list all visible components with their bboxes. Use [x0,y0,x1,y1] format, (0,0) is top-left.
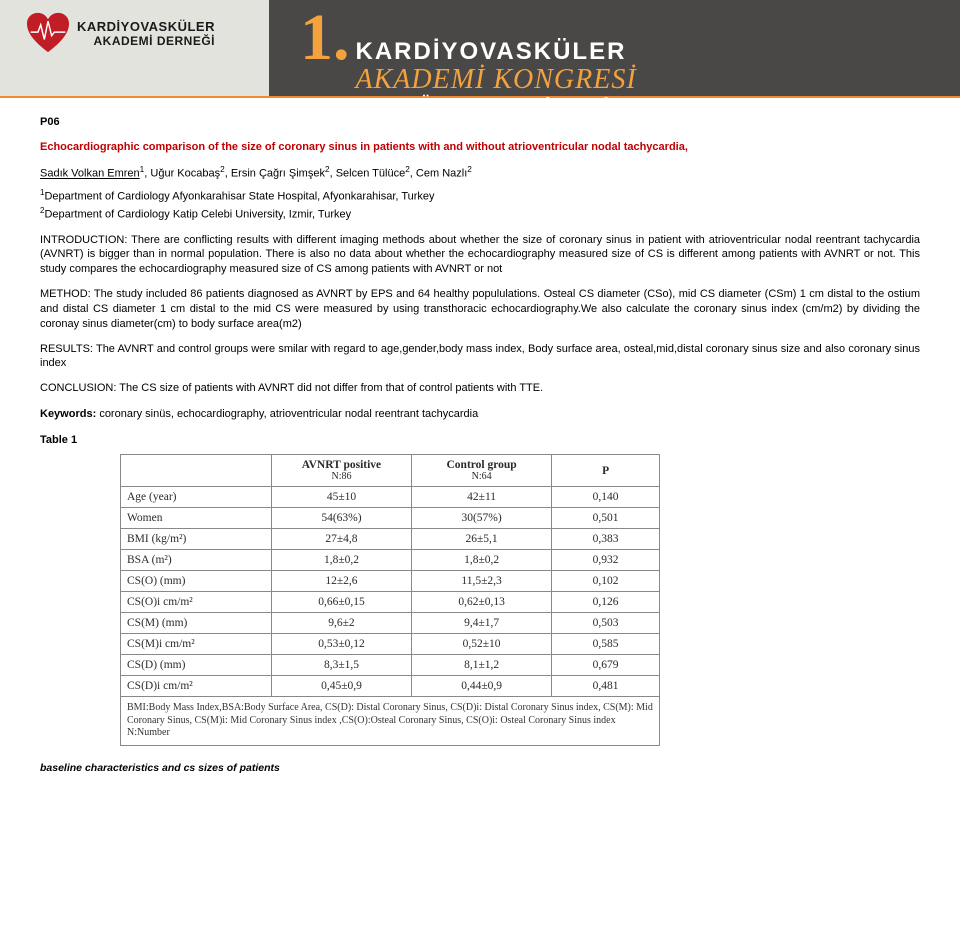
keywords-text: coronary sinüs, echocardiography, atriov… [99,408,478,420]
author-list: Sadık Volkan Emren1, Uğur Kocabaş2, Ersi… [40,165,920,180]
table-row: CS(O) (mm)12±2,611,5±2,30,102 [121,571,660,592]
table-caption: baseline characteristics and cs sizes of… [40,762,920,774]
congress-name-1: KARDİYOVASKÜLER [356,38,637,66]
section-introduction: INTRODUCTION: There are conflicting resu… [40,233,920,278]
intro-text: There are conflicting results with diffe… [40,234,920,276]
col-control-n: N:64 [418,471,545,482]
congress-title-block: 1. KARDİYOVASKÜLER AKADEMİ KONGRESİ 09-1… [300,8,691,117]
table-row: CS(D) (mm)8,3±1,58,1±1,20,679 [121,655,660,676]
table-row: CS(M)i cm/m²0,53±0,120,52±100,585 [121,634,660,655]
section-conclusion: CONCLUSION: The CS size of patients with… [40,381,920,396]
society-name: KARDİYOVASKÜLER AKADEMİ DERNEĞİ [77,20,215,47]
method-label: METHOD: [40,288,91,300]
congress-dates-venue: 09-13 EYLÜL 2015 Acapulco Otel / KIBRIS [328,94,691,117]
logo-line-1: KARDİYOVASKÜLER [77,20,215,33]
table-row: Age (year)45±1042±110,140 [121,487,660,508]
paper-content: P06 Echocardiographic comparison of the … [0,98,960,794]
keywords-line: Keywords: coronary sinüs, echocardiograp… [40,408,920,420]
table-row: CS(D)i cm/m²0,45±0,90,44±0,90,481 [121,676,660,697]
affiliation: 2Department of Cardiology Katip Celebi U… [40,206,920,223]
col-avnrt: AVNRT positive [278,459,405,471]
table-row: BSA (m²)1,8±0,21,8±0,20,932 [121,550,660,571]
col-control: Control group [418,459,545,471]
table-row: Women54(63%)30(57%)0,501 [121,508,660,529]
conclusion-text: The CS size of patients with AVNRT did n… [119,382,543,394]
results-text: The AVNRT and control groups were smilar… [40,343,920,370]
table-footnote: BMI:Body Mass Index,BSA:Body Surface Are… [121,697,660,746]
author: Ersin Çağrı Şimşek [231,168,325,180]
author: Uğur Kocabaş [150,168,220,180]
paper-id: P06 [40,116,920,128]
author: Selcen Tülüce [336,168,406,180]
keywords-label: Keywords: [40,408,96,420]
section-method: METHOD: The study included 86 patients d… [40,287,920,332]
table-header-row: AVNRT positive N:86 Control group N:64 P [121,455,660,487]
conclusion-label: CONCLUSION: [40,382,116,394]
affiliation-list: 1Department of Cardiology Afyonkarahisar… [40,188,920,223]
congress-ordinal: 1. [300,8,350,67]
heart-icon [25,12,71,54]
conference-banner: KARDİYOVASKÜLER AKADEMİ DERNEĞİ 1. KARDİ… [0,0,960,98]
table-row: CS(M) (mm)9,6±29,4±1,70,503 [121,613,660,634]
congress-name-2: AKADEMİ KONGRESİ [356,64,637,96]
table-row: BMI (kg/m²)27±4,826±5,10,383 [121,529,660,550]
logo-line-2: AKADEMİ DERNEĞİ [77,35,215,47]
table-row: CS(O)i cm/m²0,66±0,150,62±0,130,126 [121,592,660,613]
section-results: RESULTS: The AVNRT and control groups we… [40,342,920,372]
table-label: Table 1 [40,434,920,446]
col-p: P [602,465,609,477]
affiliation: 1Department of Cardiology Afyonkarahisar… [40,188,920,205]
paper-title: Echocardiographic comparison of the size… [40,140,920,155]
col-avnrt-n: N:86 [278,471,405,482]
results-label: RESULTS: [40,343,93,355]
author: Cem Nazlı [416,168,467,180]
intro-label: INTRODUCTION: [40,234,127,246]
method-text: The study included 86 patients diagnosed… [40,288,920,330]
society-logo-block: KARDİYOVASKÜLER AKADEMİ DERNEĞİ [25,12,215,54]
results-table: AVNRT positive N:86 Control group N:64 P… [120,454,660,746]
author: Sadık Volkan Emren [40,168,140,180]
